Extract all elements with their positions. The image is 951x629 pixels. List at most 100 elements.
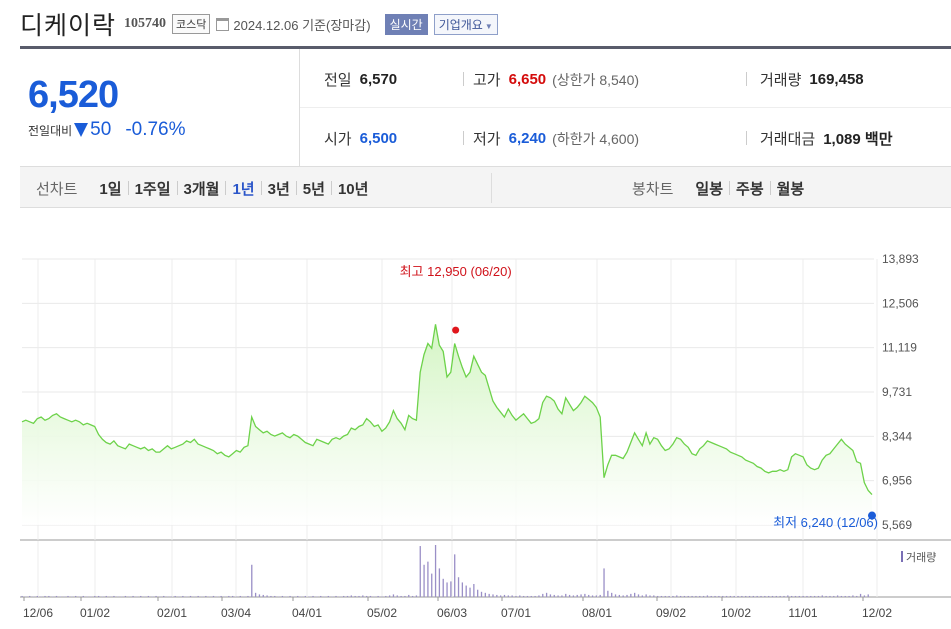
- volume-bar: [262, 594, 264, 597]
- candle-chart-title: 봉차트: [632, 180, 674, 198]
- x-tick-label: 07/01: [501, 606, 531, 620]
- stock-code: 105740: [124, 16, 167, 31]
- volume-bar: [683, 595, 686, 597]
- quote-info-grid: 전일 6,570 고가 6,650 (상한가 8,540) 거래량 169,458 시가…: [300, 49, 951, 166]
- volume-bar: [473, 584, 475, 597]
- volume-bar: [373, 596, 375, 597]
- y-tick-label: 11,119: [882, 341, 917, 355]
- high-price: 고가 6,650 (상한가 8,540): [473, 71, 640, 89]
- volume-bar: [216, 596, 218, 597]
- volume-bar: [844, 595, 846, 597]
- volume-bar: [542, 593, 544, 597]
- volume-bar: [117, 596, 119, 597]
- volume-bar: [679, 595, 682, 597]
- volume-bar: [297, 595, 299, 597]
- volume-bar: [377, 595, 379, 597]
- volume-bar: [201, 596, 203, 597]
- volume-bar: [71, 596, 73, 597]
- volume-bar: [722, 595, 724, 597]
- volume-bar: [90, 596, 92, 597]
- period-1y[interactable]: 1년: [232, 180, 255, 198]
- volume-bar: [408, 594, 410, 597]
- volume-bar: [718, 595, 720, 597]
- volume-bar: [557, 595, 559, 597]
- volume-bar: [549, 594, 552, 597]
- header-divider: [20, 46, 951, 49]
- volume-bar: [565, 593, 567, 597]
- volume-bar: [568, 594, 571, 597]
- volume-bar: [752, 595, 755, 597]
- volume-bar: [457, 577, 460, 597]
- chevron-down-icon: ▼: [484, 21, 493, 31]
- volume-bar: [197, 595, 199, 597]
- volume-bar: [553, 594, 555, 597]
- volume-bar: [193, 596, 195, 597]
- volume-bar: [36, 595, 39, 597]
- candle-monthly[interactable]: 월봉: [776, 180, 805, 198]
- line-chart-title: 선차트: [36, 180, 78, 198]
- volume-bar: [545, 592, 548, 597]
- volume-bar: [423, 564, 425, 597]
- volume-legend-label: 거래량: [906, 551, 936, 564]
- volume-bar: [446, 582, 448, 597]
- volume-bar: [25, 596, 27, 597]
- volume-bar: [771, 595, 774, 597]
- volume-bar: [630, 593, 632, 597]
- company-overview-button[interactable]: 기업개요 ▼: [433, 13, 498, 35]
- volume-bar: [465, 585, 467, 597]
- x-tick-label: 12/02: [862, 606, 892, 620]
- price-area: [21, 324, 873, 525]
- volume-bar: [327, 595, 330, 597]
- period-1w[interactable]: 1주일: [134, 180, 171, 198]
- volume-bar: [155, 595, 157, 597]
- volume-bar: [346, 595, 349, 597]
- volume-bar: [120, 596, 123, 597]
- period-10y[interactable]: 10년: [337, 180, 369, 198]
- volume-bar: [760, 595, 762, 597]
- change-amount: 50: [90, 119, 112, 140]
- volume-bar: [94, 595, 96, 597]
- period-3m[interactable]: 3개월: [183, 180, 220, 198]
- volume-bar: [228, 595, 230, 597]
- volume-bar: [595, 595, 598, 597]
- volume-bar: [354, 595, 356, 597]
- volume-bar: [270, 595, 272, 597]
- current-price: 6,520: [28, 74, 119, 116]
- volume-bar: [254, 592, 257, 597]
- volume-bar: [434, 545, 437, 597]
- volume-bar: [335, 595, 337, 597]
- volume-bar: [343, 595, 345, 597]
- min-price-marker: [868, 511, 876, 520]
- volume-bars: 거래량: [21, 545, 936, 597]
- volume-bar: [729, 595, 732, 597]
- volume-bar: [790, 595, 793, 597]
- period-3y[interactable]: 3년: [267, 180, 290, 198]
- volume-bar: [634, 592, 636, 597]
- candle-weekly[interactable]: 주봉: [736, 180, 764, 198]
- volume-bar: [656, 595, 659, 597]
- volume-bar: [75, 595, 77, 597]
- volume-bar: [649, 595, 651, 597]
- volume-bar: [607, 590, 609, 597]
- period-1d[interactable]: 1일: [99, 180, 122, 198]
- volume-bar: [764, 595, 766, 597]
- volume-bar: [247, 595, 249, 597]
- volume-bar: [415, 595, 418, 597]
- volume-bar: [78, 596, 81, 597]
- realtime-button[interactable]: 실시간: [384, 13, 428, 35]
- period-5y[interactable]: 5년: [302, 180, 325, 198]
- volume-bar: [526, 595, 529, 597]
- volume-bar: [637, 594, 640, 597]
- candle-daily[interactable]: 일봉: [695, 180, 724, 198]
- stock-header: 디케이락 105740 코스닥 2024.12.06 기준(장마감) 실시간 기…: [20, 6, 951, 42]
- open-price: 시가 6,500: [324, 130, 398, 148]
- change-label: 전일대비: [28, 123, 73, 138]
- low-price: 저가 6,240 (하한가 4,600): [473, 130, 640, 148]
- x-tick-label: 10/02: [721, 606, 751, 620]
- volume-bar: [561, 595, 563, 597]
- volume-bar: [821, 595, 823, 597]
- x-axis-labels: 12/06 01/02 02/01 03/04 04/01 05/02 06/03 07/01…: [23, 606, 892, 620]
- volume-bar: [159, 596, 161, 597]
- volume-bar: [369, 595, 372, 597]
